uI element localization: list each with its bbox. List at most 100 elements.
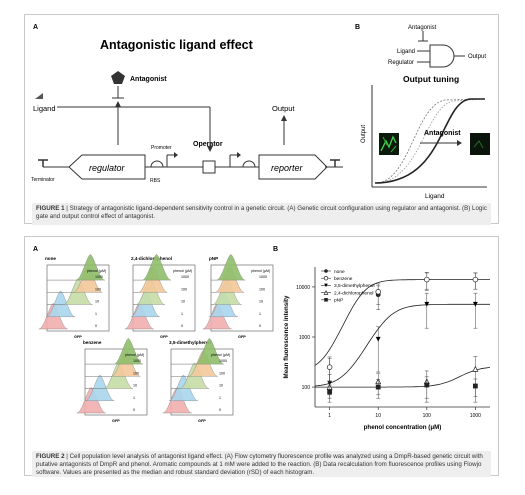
fig2-panel-a-letter: A: [33, 246, 38, 253]
histogram-legend-header: phenol (μM): [211, 353, 230, 357]
scatter-point: [472, 365, 479, 372]
figure-2-caption: FIGURE 2 | Cell population level analysi…: [32, 451, 491, 477]
rbs-semicircle-icon: [150, 160, 164, 168]
scatter-point: [472, 276, 479, 283]
figure-2-caption-text: | Cell population level analysis of anta…: [36, 453, 483, 476]
fig1-b-y-label: Output: [361, 125, 367, 143]
fig1-ligand-label: Ligand: [33, 104, 56, 113]
figure-1-caption-text: | Strategy of antagonistic ligand-depend…: [36, 205, 487, 220]
fig1-b-antagonist-label: Antagonist: [408, 25, 437, 31]
histogram-concentration-label: 100: [219, 371, 225, 375]
histogram-subplot: pNP 0 1 10 100 1000 phenol (μM) GFP: [202, 254, 274, 339]
figure-1-caption-label: FIGURE 1: [36, 205, 65, 212]
fig1-terminator-label: Terminator: [31, 177, 55, 183]
histogram-trace: [211, 254, 246, 281]
histogram-legend-header: phenol (μM): [125, 353, 144, 357]
legend-marker: [324, 283, 328, 288]
histogram-concentration-label: 1000: [219, 359, 227, 363]
output-up-arrowhead-icon: [281, 115, 287, 121]
antagonist-pentagon-icon: [111, 71, 125, 84]
fig1-output-label: Output: [272, 104, 295, 113]
scatter-point: [327, 389, 333, 395]
fig1-b-curve-solid: [374, 98, 485, 184]
scatter-point: [326, 364, 333, 370]
legend-label: 3,5-dimethylphenol: [334, 283, 375, 289]
histogram-concentration-label: 1: [133, 396, 135, 400]
legend-marker: [323, 290, 329, 295]
histogram-concentration-label: 1: [259, 312, 261, 316]
scatter-x-tick-label: 1000: [470, 413, 481, 419]
scatter-point: [472, 301, 478, 307]
histogram-concentration-label: 1000: [133, 359, 141, 363]
scatter-point: [424, 382, 430, 388]
histogram-concentration-label: 0: [133, 408, 135, 412]
scatter-point: [375, 384, 381, 390]
fig1-b-curve-dashed-2: [374, 98, 486, 184]
figure-1-artwork: A Antagonistic ligand effect Antagonist …: [31, 24, 490, 200]
rbs2-semicircle-icon: [242, 160, 256, 168]
legend-label: benzene: [334, 276, 353, 282]
histogram-subplot-title: benzene: [83, 340, 102, 345]
histogram-concentration-label: 10: [133, 384, 137, 388]
histogram-concentration-label: 10: [95, 300, 99, 304]
histogram-legend-header: phenol (μM): [87, 269, 106, 273]
figure-2: A none 0 1 10 100 1000 phenol (μM) GFP 2,4-dichl…: [24, 236, 499, 477]
histogram-concentration-label: 1000: [259, 275, 267, 279]
histogram-trace: [171, 338, 224, 365]
scatter-fit-curve: [314, 279, 490, 366]
scatter-fit-curve: [315, 367, 491, 388]
legend-marker: [323, 276, 329, 281]
histogram-concentration-label: 0: [219, 408, 221, 412]
scatter-x-axis-label: phenol concentration (μM): [364, 424, 442, 431]
scatter-y-tick-label: 100: [302, 385, 311, 391]
histogram-concentration-label: 10: [219, 384, 223, 388]
fig1-b-cells-bright-image: [379, 133, 399, 155]
histogram-concentration-label: 1: [219, 396, 221, 400]
fig1-b-cells-bright-glow: [380, 135, 397, 152]
histogram-concentration-label: 1: [181, 312, 183, 316]
histogram-subplot: 2,4-dichlorophenol 0 1 10 100 1000 phenol (μM)…: [124, 254, 196, 339]
regulator-up-arrowhead-icon: [115, 101, 121, 107]
histogram-concentration-label: 10: [181, 300, 185, 304]
scatter-x-tick-label: 100: [423, 413, 432, 419]
histogram-subplot-title: none: [45, 256, 56, 261]
histogram-subplot-title: 2,4-dichlorophenol: [131, 256, 172, 261]
histogram-trace: [85, 374, 115, 401]
legend-label: pNP: [334, 298, 343, 304]
fig1-b-x-label: Ligand: [425, 193, 445, 200]
histogram-trace: [46, 290, 76, 317]
scatter-plot: 1 10 100 1000 100 1000 10000 phenol concentrati…: [283, 267, 491, 431]
histogram-subplot-title: 3,5-dimethylphenol: [169, 340, 211, 345]
histogram-concentration-label: 100: [133, 371, 139, 375]
fig1-panel-a-letter: A: [33, 24, 38, 31]
histogram-concentration-label: 1: [95, 312, 97, 316]
histogram-concentration-label: 1000: [95, 275, 103, 279]
reporter-gene-block: [258, 154, 328, 180]
histogram-concentration-label: 0: [95, 324, 97, 328]
operator-box: [202, 160, 216, 174]
ligand-triangle-icon: [35, 93, 43, 99]
histogram-legend-header: phenol (μM): [173, 269, 192, 273]
histogram-concentration-label: 100: [95, 287, 101, 291]
histogram-concentration-label: 1000: [181, 275, 189, 279]
scatter-point: [375, 289, 381, 295]
promoter-arrowhead-icon: [174, 152, 178, 158]
operator-down-arrowhead-icon: [207, 146, 213, 152]
histogram-concentration-label: 10: [259, 300, 263, 304]
fig1-reporter-label: reporter: [271, 163, 304, 173]
fig1-operator-label: Operator: [193, 141, 223, 148]
histogram-trace: [85, 338, 143, 365]
fig1-b-shift-arrowhead-icon: [457, 140, 462, 146]
histogram-subplot-title: pNP: [209, 256, 218, 261]
scatter-y-tick-label: 1000: [299, 335, 310, 341]
histogram-subplot: 3,5-dimethylphenol 0 1 10 100 1000 phenol (μM)…: [162, 338, 234, 423]
scatter-point: [424, 276, 430, 283]
scatter-point: [424, 301, 430, 307]
figure-1-caption: FIGURE 1 | Strategy of antagonistic liga…: [32, 203, 491, 225]
fig1-b-curve-dashed-1: [374, 98, 486, 184]
legend-label: 2,4-dichlorophenol: [334, 290, 373, 296]
fig1-b-curve-antagonist-label: Antagonist: [424, 130, 461, 137]
histogram-subplot: benzene 0 1 10 100 1000 phenol (μM) GFP: [76, 338, 148, 423]
